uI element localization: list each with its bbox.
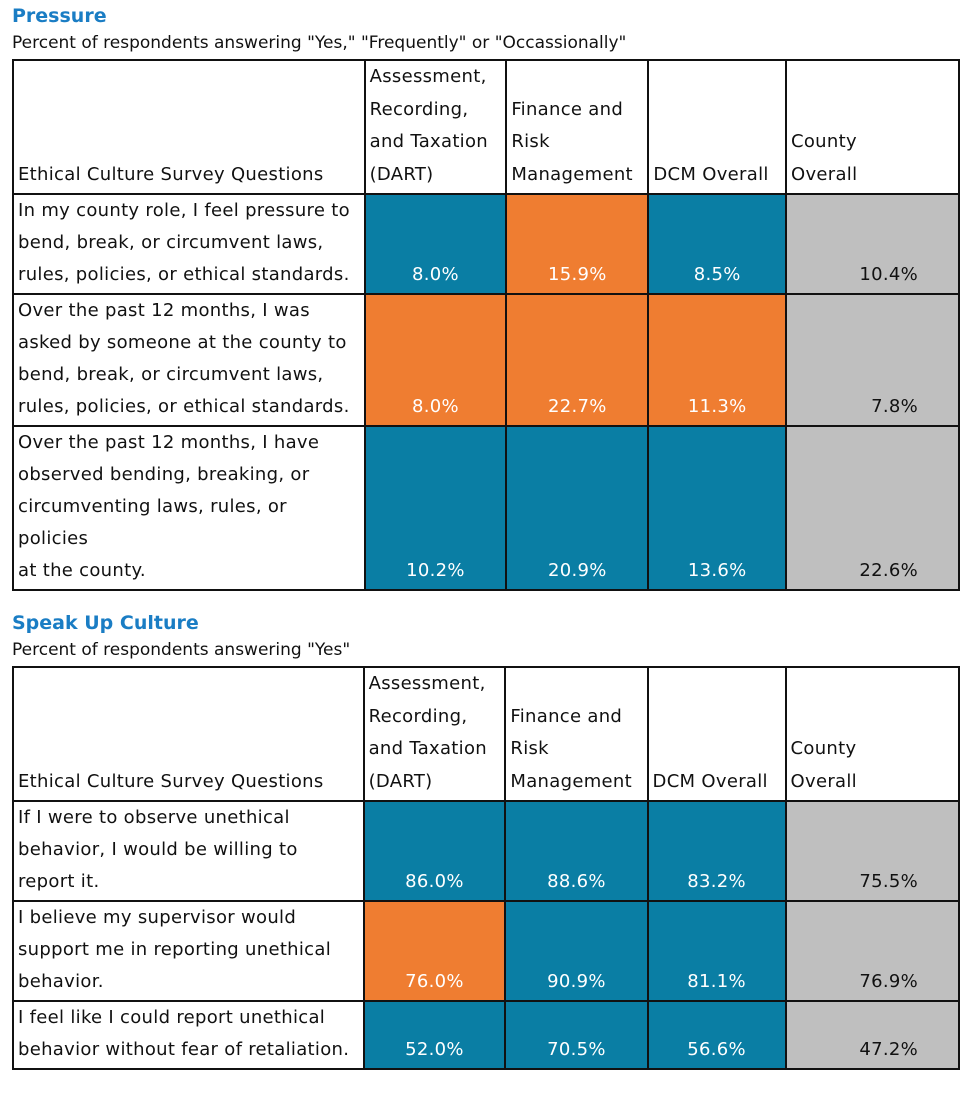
question-line: rules, policies, or ethical standards. [18,396,350,417]
question-line: report it. [18,871,100,892]
header-line: Overall [790,163,858,185]
header-line: (DART) [369,163,434,185]
table-row: If I were to observe unethical behavior, … [12,800,960,902]
value-cell: 70.5% [504,1000,649,1070]
pressure-title: Pressure [12,5,107,27]
question-cell: If I were to observe unethical behavior, … [12,800,365,902]
column-header: DCM Overall [646,666,787,802]
value-cell: 15.9% [505,193,650,295]
column-header: County Overall [784,666,960,802]
value-cell: 88.6% [504,800,649,902]
header-line: (DART) [368,770,433,792]
header-line: Recording, [369,98,469,120]
value-cell: 81.1% [646,900,787,1002]
value-cell: 56.6% [646,1000,787,1070]
table-row: I believe my supervisor would support me … [12,900,960,1002]
column-header: Assessment, Recording, and Taxation (DART) [363,59,508,195]
question-line: support me in reporting unethical [18,939,332,960]
table-row: Over the past 12 months, I have observed … [12,425,960,591]
question-line: bend, break, or circumvent laws, [18,232,324,253]
question-cell: Over the past 12 months, I have observed … [12,425,366,591]
value-cell: 10.4% [784,193,960,295]
value-cell: 20.9% [505,425,650,591]
header-line: Recording, [368,705,468,727]
header-line: Risk [510,738,549,759]
header-row: Ethical Culture Survey Questions Assessme… [12,59,960,195]
header-line: and Taxation [369,131,489,152]
question-cell: In my county role, I feel pressure to ben… [12,193,366,295]
speakup-table: Ethical Culture Survey Questions Assessme… [12,666,960,1070]
header-line: and Taxation [368,738,487,759]
question-line: observed bending, breaking, or [18,464,310,485]
column-header: Finance and Risk Management [504,666,649,802]
column-header: Ethical Culture Survey Questions [12,666,365,802]
value-cell: 7.8% [784,293,960,427]
question-line: behavior. [18,971,104,992]
value-cell: 10.2% [363,425,508,591]
question-line: Over the past 12 months, I was [18,300,310,321]
pressure-subtitle: Percent of respondents answering "Yes," … [12,33,627,53]
question-line: bend, break, or circumvent laws, [18,364,324,385]
question-line: behavior, I would be willing to [18,839,298,860]
header-line: DCM Overall [652,770,768,792]
question-line: I believe my supervisor would [18,907,297,928]
value-cell: 76.9% [784,900,960,1002]
speakup-section: Speak Up Culture Percent of respondents … [12,611,960,1070]
value-cell: 13.6% [647,425,787,591]
column-header: Ethical Culture Survey Questions [12,59,366,195]
value-cell: 8.0% [363,293,508,427]
question-line: Over the past 12 months, I have [18,432,320,453]
value-cell: 22.7% [505,293,650,427]
value-cell: 8.5% [647,193,787,295]
value-cell: 90.9% [504,900,649,1002]
value-cell: 47.2% [784,1000,960,1070]
question-cell: I believe my supervisor would support me … [12,900,365,1002]
header-line: Management [510,770,632,792]
value-cell: 22.6% [784,425,960,591]
header-line: Assessment, [369,66,487,87]
header-line: Finance and [511,98,624,120]
value-cell: 8.0% [363,193,508,295]
table-row: I feel like I could report unethical beha… [12,1000,960,1070]
pressure-table: Ethical Culture Survey Questions Assessme… [12,59,960,591]
question-line: I feel like I could report unethical [18,1007,326,1028]
column-header: County Overall [784,59,960,195]
header-line: County [790,738,857,759]
column-header: Finance and Risk Management [505,59,650,195]
question-line: If I were to observe unethical [18,807,290,828]
header-line: DCM Overall [653,163,769,185]
header-line: Finance and [510,705,623,727]
header-line: Management [511,163,633,185]
question-line: at the county. [18,560,146,581]
question-line: rules, policies, or ethical standards. [18,264,350,285]
question-line: In my county role, I feel pressure to [18,200,350,221]
header-line: Ethical Culture Survey Questions [18,163,324,185]
header-row: Ethical Culture Survey Questions Assessme… [12,666,960,802]
header-line: Risk [511,131,550,152]
value-cell: 76.0% [362,900,507,1002]
question-line: asked by someone at the county to [18,332,347,353]
header-line: County [790,131,857,152]
value-cell: 86.0% [362,800,507,902]
question-cell: I feel like I could report unethical beha… [12,1000,365,1070]
column-header: Assessment, Recording, and Taxation (DART) [362,666,507,802]
header-line: Ethical Culture Survey Questions [18,770,324,792]
question-cell: Over the past 12 months, I was asked by s… [12,293,366,427]
value-cell: 11.3% [647,293,787,427]
value-cell: 83.2% [646,800,787,902]
value-cell: 52.0% [362,1000,507,1070]
speakup-title: Speak Up Culture [12,612,199,634]
pressure-section: Pressure Percent of respondents answerin… [12,4,960,591]
header-line: Overall [790,770,857,792]
table-row: Over the past 12 months, I was asked by s… [12,293,960,427]
table-row: In my county role, I feel pressure to ben… [12,193,960,295]
question-line: circumventing laws, rules, or policies [18,496,287,549]
column-header: DCM Overall [647,59,787,195]
question-line: behavior without fear of retaliation. [18,1039,350,1060]
value-cell: 75.5% [784,800,960,902]
header-line: Assessment, [368,673,486,694]
speakup-subtitle: Percent of respondents answering "Yes" [12,640,351,660]
